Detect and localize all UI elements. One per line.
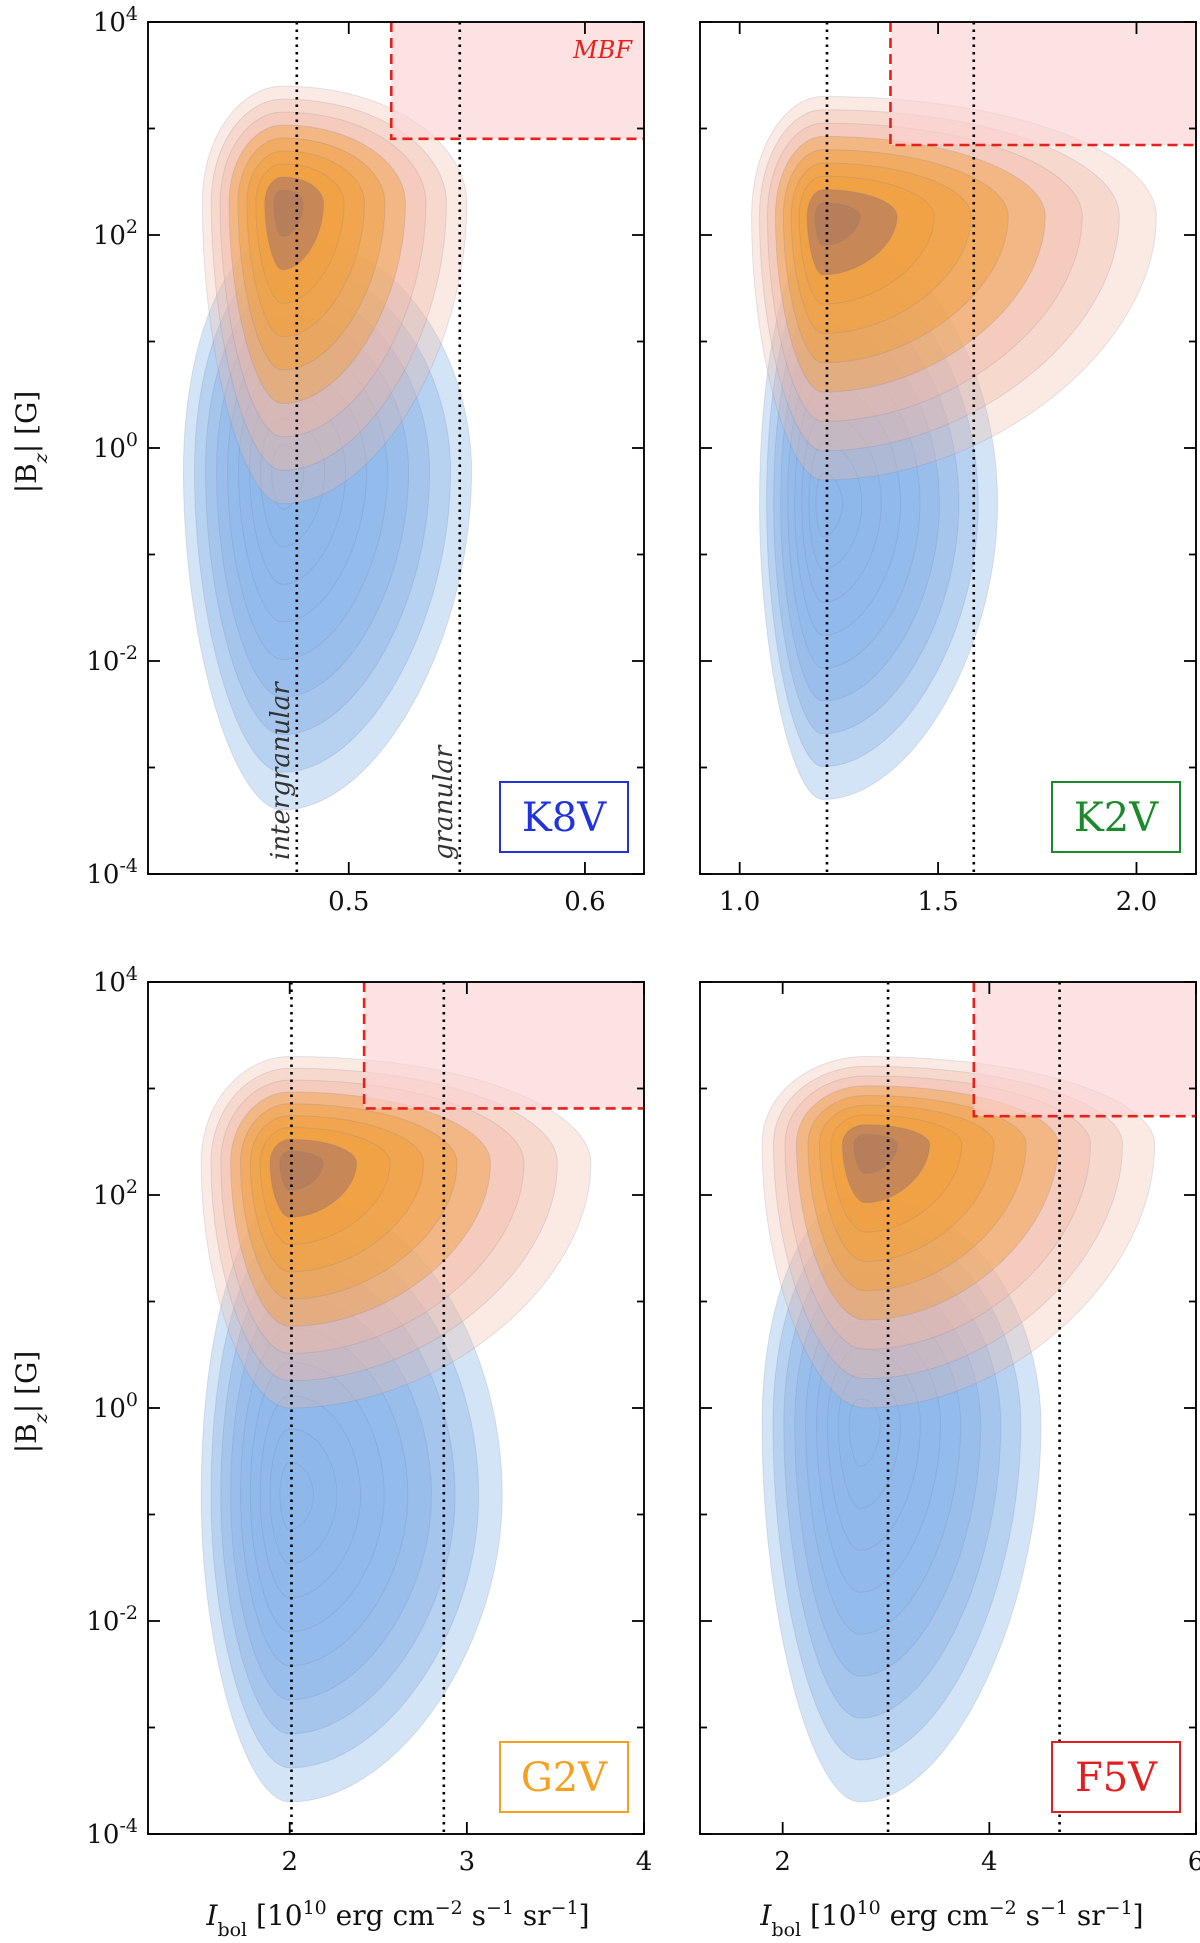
y-tick-label: 104: [93, 963, 138, 998]
panel-top-left: MBF intergranular granular 10-4 10-2 100 102 10…: [86, 3, 645, 917]
y-tick-label: 10-2: [86, 1602, 138, 1637]
mbf-boundary: [889, 22, 1196, 147]
x-tick-label: 1.0: [719, 887, 760, 917]
y-tick-label: 10-2: [86, 642, 138, 677]
x-tick-label: 6: [1188, 1847, 1200, 1877]
x-tick-label: 0.6: [564, 887, 605, 917]
plot-area: [751, 22, 1196, 874]
granular-label: granular: [429, 744, 459, 860]
star-label-box: [499, 781, 629, 853]
star-label-box: [1051, 781, 1181, 853]
weak-field-contour-level: [279, 1461, 314, 1531]
mbf-region: [364, 982, 644, 1109]
strong-field-contour-level: [853, 1133, 898, 1175]
mbf-region: [391, 22, 644, 139]
x-tick-label: 0.5: [328, 887, 369, 917]
y-tick-label: 102: [93, 216, 138, 251]
y-axis-title-top: |Bz| [G]: [10, 391, 52, 494]
star-label: K2V: [1074, 795, 1159, 841]
panel-top-right: 1.0 1.5 2.0 K2V: [699, 21, 1197, 917]
y-tick-label: 100: [93, 1389, 138, 1424]
mbf-region: [890, 22, 1196, 145]
x-tick-label: 2: [774, 1847, 791, 1877]
y-tick-label: 102: [93, 1176, 138, 1211]
mbf-region: [973, 982, 1196, 1117]
strong-field-contours: [201, 85, 468, 505]
x-tick-label: 2.0: [1116, 887, 1157, 917]
strong-field-contours: [200, 1055, 592, 1409]
star-label: G2V: [521, 1755, 608, 1801]
plot-area: MBF: [182, 22, 644, 874]
y-tick-label: 10-4: [86, 1815, 138, 1850]
strong-field-contours: [751, 95, 1157, 481]
intergranular-label: intergranular: [266, 681, 296, 860]
weak-field-contours: [761, 1194, 1042, 1803]
strong-field-contour-level: [814, 202, 861, 247]
x-tick-label: 4: [636, 1847, 653, 1877]
mbf-label: MBF: [572, 36, 633, 64]
y-tick-label: 10-4: [86, 855, 138, 890]
y-tick-label: 104: [93, 3, 138, 38]
panel-bottom-left: 10-4 10-2 100 102 104 2 3 4 G2V: [86, 963, 652, 1877]
weak-field-contour-level: [848, 1398, 881, 1467]
strong-field-contour-level: [279, 1150, 324, 1191]
strong-field-contours: [761, 1055, 1156, 1409]
mbf-boundary: [972, 982, 1196, 1118]
mbf-boundary: [362, 982, 644, 1110]
x-tick-label: 2: [281, 1847, 298, 1877]
mbf-boundary: [389, 22, 644, 141]
x-tick-label: 3: [459, 1847, 476, 1877]
plot-area: [200, 982, 644, 1834]
star-label: K8V: [522, 795, 607, 841]
y-axis-title-bottom: |Bz| [G]: [10, 1351, 52, 1454]
weak-field-contours: [759, 234, 999, 801]
weak-field-contours: [200, 1194, 503, 1803]
weak-field-contour-level: [271, 444, 305, 510]
star-label-box: [1051, 1741, 1181, 1813]
star-label: F5V: [1075, 1755, 1158, 1801]
y-tick-label: 100: [93, 429, 138, 464]
weak-field-contour-level: [815, 473, 843, 538]
plot-area: [761, 982, 1196, 1834]
panel-bottom-right: 2 4 6 F5V: [699, 981, 1200, 1877]
x-axis-title-right: Ibol [1010 erg cm−2 s−1 sr−1]: [759, 1897, 1143, 1941]
x-tick-label: 4: [981, 1847, 998, 1877]
star-label-box: [499, 1741, 629, 1813]
x-tick-label: 1.5: [917, 887, 958, 917]
weak-field-contours: [182, 234, 473, 811]
x-axis-title-left: Ibol [1010 erg cm−2 s−1 sr−1]: [205, 1897, 589, 1941]
